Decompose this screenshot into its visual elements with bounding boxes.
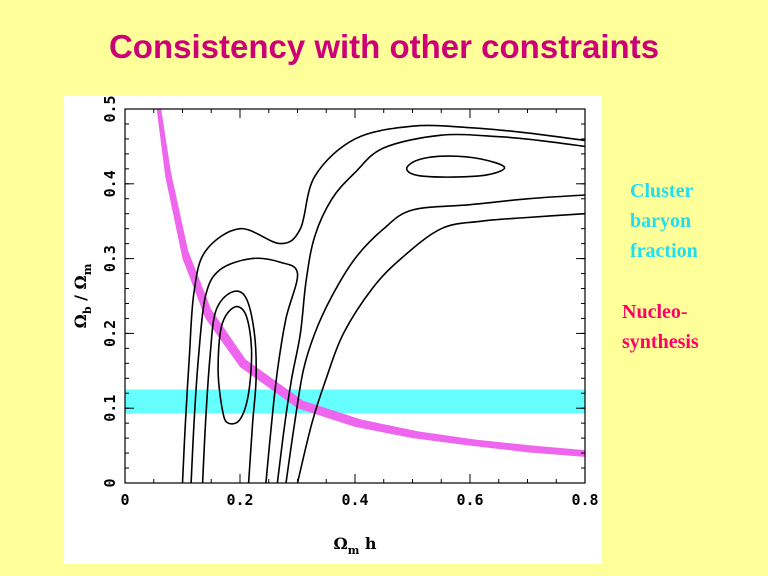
contours-layer	[181, 124, 585, 483]
likelihood-contour-3	[201, 290, 257, 483]
cluster-baryon-fraction-label: Cluster baryon fraction	[630, 176, 760, 266]
cluster-baryon-fraction-band	[125, 389, 585, 414]
bands-layer	[125, 109, 585, 457]
x-axis-label-sub: m	[348, 544, 360, 557]
cluster-label-line-3: fraction	[630, 240, 698, 262]
chart-svg: 0 0.2 0.4 0.6 0.8 0 0.1 0.2 0.3 0.4 0.5 Ωm h Ωb / …	[71, 96, 599, 557]
x-axis-label: Ωm h	[333, 534, 376, 557]
likelihood-contour-4	[190, 257, 299, 483]
cluster-label-line-1: Cluster	[630, 180, 694, 202]
ticks-layer: 0 0.2 0.4 0.6 0.8 0 0.1 0.2 0.3 0.4 0.5	[101, 96, 599, 509]
likelihood-contour-8	[296, 212, 585, 483]
x-tick-label: 0.8	[571, 491, 598, 509]
y-tick-label: 0.2	[101, 320, 119, 347]
x-axis-label-main: Ω	[333, 534, 347, 553]
likelihood-contour-2	[217, 305, 253, 425]
x-tick-label: 0.4	[341, 491, 368, 509]
y-axis-label: Ωb / Ωm	[71, 263, 94, 328]
y-tick-label: 0	[101, 478, 119, 487]
likelihood-contour-7	[276, 133, 585, 483]
y-axis-label-mid: /	[71, 289, 90, 306]
y-tick-label: 0.5	[101, 96, 119, 123]
x-tick-label: 0	[120, 491, 129, 509]
y-tick-label: 0.3	[101, 245, 119, 272]
x-tick-label: 0.2	[226, 491, 253, 509]
likelihood-contour-6	[285, 194, 585, 483]
slide-title: Consistency with other constraints	[108, 28, 660, 65]
y-axis-label-sub1: b	[81, 306, 94, 314]
y-tick-label: 0.1	[101, 395, 119, 422]
chart-panel: 0 0.2 0.4 0.6 0.8 0 0.1 0.2 0.3 0.4 0.5 Ωm h Ωb / …	[64, 96, 602, 564]
nucleosynthesis-label: Nucleo- synthesis	[622, 297, 752, 357]
cluster-label-line-2: baryon	[630, 210, 692, 232]
likelihood-contour-5	[181, 124, 585, 483]
y-tick-label: 0.4	[101, 170, 119, 197]
likelihood-contour-1	[405, 155, 506, 178]
x-tick-label: 0.6	[456, 491, 483, 509]
nucleo-label-line-1: Nucleo-	[622, 301, 688, 323]
y-axis-label-main1: Ω	[71, 314, 90, 328]
x-axis-label-after: h	[359, 534, 377, 553]
nucleo-label-line-2: synthesis	[622, 331, 699, 353]
y-axis-label-sub2: m	[81, 263, 94, 275]
y-axis-label-main2: Ω	[71, 275, 90, 289]
